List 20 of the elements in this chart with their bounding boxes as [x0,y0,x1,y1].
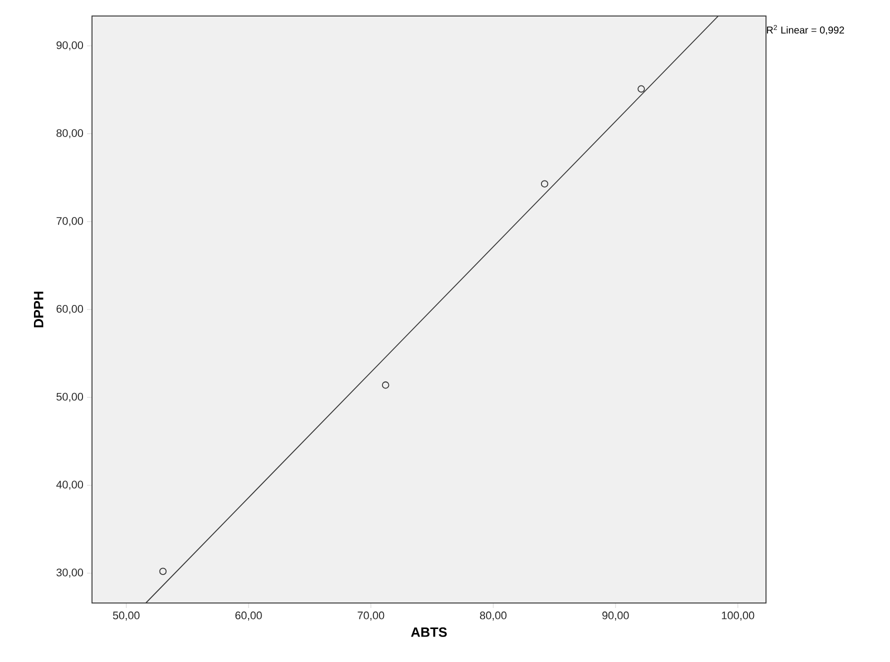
y-tick-label: 90,00 [56,41,84,50]
x-tick-label: 100,00 [722,612,754,621]
x-axis-title: ABTS [411,627,447,637]
y-tick-label: 70,00 [56,217,84,226]
x-tick-label: 80,00 [480,612,506,621]
point [159,568,167,576]
y-tick-label: 80,00 [56,129,84,138]
x-tick-label: 50,00 [112,612,140,621]
x-tick-label: 90,00 [602,612,629,621]
x-tick-label: 60,00 [235,612,262,621]
text: R$^{2}$ Linear = 0,992 [767,25,844,35]
y-tick-label: 30,00 [56,568,84,578]
y-tick-label: 60,00 [56,304,84,314]
point [382,381,390,389]
point [638,85,645,93]
point [540,180,548,188]
y-tick-label: 50,00 [56,392,84,402]
y-axis-title: DPPH [34,292,44,328]
y-tick-label: 40,00 [56,480,84,490]
x-tick-label: 70,00 [358,612,384,621]
